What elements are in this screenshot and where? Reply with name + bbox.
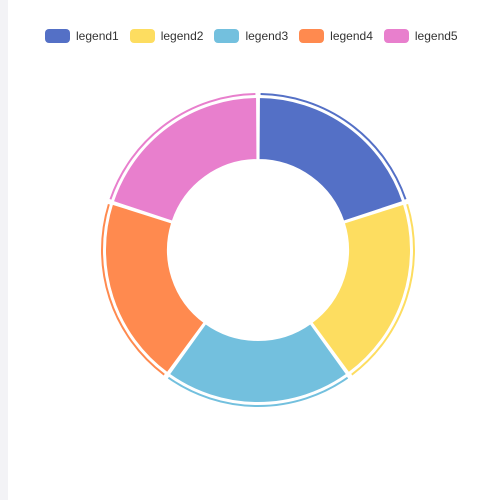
legend-label-5: legend5	[414, 29, 458, 43]
donut-slice-ring-1	[260, 93, 407, 200]
legend-label-1: legend1	[76, 29, 119, 43]
left-edge-strip	[0, 0, 8, 500]
chart-legend: legend1 legend2 legend3 legend4 legend5	[45, 28, 458, 44]
donut-slice-ring-3	[167, 376, 349, 407]
donut-slice-ring-4	[101, 203, 165, 376]
legend-label-4: legend4	[330, 29, 373, 43]
legend-label-3: legend3	[245, 29, 289, 43]
legend-item-4[interactable]: legend4	[299, 28, 373, 44]
legend-item-2[interactable]: legend2	[129, 28, 204, 44]
legend-swatch-3	[214, 29, 240, 43]
legend-swatch-1	[45, 29, 70, 43]
donut-slice-3[interactable]	[167, 321, 349, 404]
legend-swatch-5	[383, 29, 409, 43]
legend-item-5[interactable]: legend5	[383, 28, 458, 44]
legend-item-1[interactable]: legend1	[45, 28, 119, 44]
legend-label-2: legend2	[160, 29, 204, 43]
donut-slice-4[interactable]	[104, 202, 207, 375]
donut-slice-1[interactable]	[257, 95, 405, 223]
slices-layer	[101, 93, 415, 407]
donut-slice-5[interactable]	[111, 95, 259, 223]
donut-slice-ring-2	[351, 203, 415, 376]
donut-slice-2[interactable]	[309, 202, 412, 375]
donut-slice-ring-5	[109, 93, 256, 200]
legend-swatch-4	[299, 29, 325, 43]
legend-swatch-2	[129, 29, 155, 43]
legend-item-3[interactable]: legend3	[214, 28, 288, 44]
